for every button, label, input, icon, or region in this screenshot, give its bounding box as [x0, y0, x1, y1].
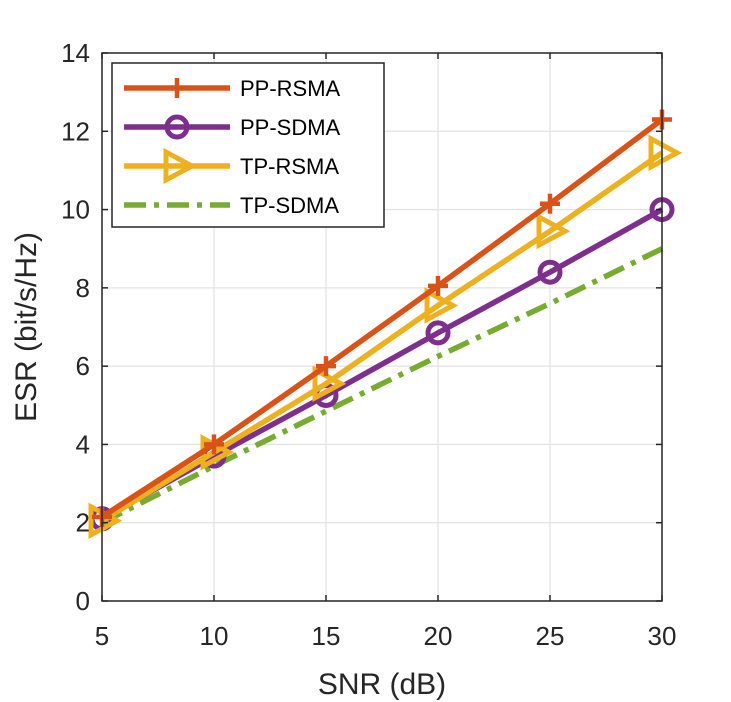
data-point-pp-rsma — [204, 434, 224, 455]
y-tick-label: 14 — [61, 38, 90, 68]
legend-label: TP-SDMA — [240, 193, 339, 218]
x-tick-label: 5 — [95, 621, 109, 651]
data-point-pp-sdma — [537, 259, 563, 285]
y-tick-label: 4 — [76, 429, 90, 459]
plot-series — [88, 109, 683, 539]
series-line-tp-sdma — [100, 246, 664, 526]
legend-marker — [164, 114, 190, 140]
legend-entry-tp-rsma: TP-RSMA — [124, 147, 339, 185]
data-point-tp-rsma — [424, 287, 459, 324]
series-tp-sdma — [100, 246, 664, 526]
legend-entry-pp-rsma: PP-RSMA — [124, 76, 341, 101]
legend-entry-pp-sdma: PP-SDMA — [124, 114, 341, 140]
y-tick-label: 2 — [76, 508, 90, 538]
y-tick-label: 0 — [76, 586, 90, 616]
x-tick-label: 15 — [312, 621, 341, 651]
data-point-tp-rsma — [312, 365, 347, 402]
y-tick-label: 6 — [76, 351, 90, 381]
x-tick-label: 30 — [648, 621, 677, 651]
legend-marker — [163, 147, 198, 185]
data-point-pp-rsma — [540, 193, 560, 214]
data-point-tp-rsma — [648, 134, 683, 171]
legend-entry-tp-sdma: TP-SDMA — [124, 193, 339, 218]
data-point-pp-rsma — [316, 356, 336, 377]
series-line-pp-rsma — [100, 117, 664, 520]
legend-label: PP-RSMA — [240, 76, 341, 101]
y-tick-label: 8 — [76, 273, 90, 303]
legend-label: TP-RSMA — [240, 154, 339, 179]
data-point-pp-rsma — [428, 275, 448, 296]
legend-label: PP-SDMA — [240, 115, 341, 140]
x-axis-label: SNR (dB) — [318, 668, 446, 701]
x-tick-label: 20 — [424, 621, 453, 651]
series-pp-sdma — [89, 197, 675, 532]
axis-ticks: 5 10 15 20 25 30 0 2 4 6 8 10 12 14 — [61, 38, 676, 651]
x-tick-label: 10 — [200, 621, 229, 651]
y-axis-label: ESR (bit/s/Hz) — [10, 232, 43, 422]
legend-marker — [167, 78, 187, 98]
data-point-tp-rsma — [536, 212, 571, 250]
series-line-tp-rsma — [100, 150, 664, 524]
x-tick-label: 25 — [536, 621, 565, 651]
plot-area-frame — [101, 52, 663, 602]
y-tick-label: 10 — [61, 195, 90, 225]
data-point-pp-sdma — [425, 320, 451, 346]
legend: PP-RSMA PP-SDMA TP-RSMA TP-SDMA — [111, 62, 385, 228]
y-tick-label: 12 — [61, 116, 90, 146]
